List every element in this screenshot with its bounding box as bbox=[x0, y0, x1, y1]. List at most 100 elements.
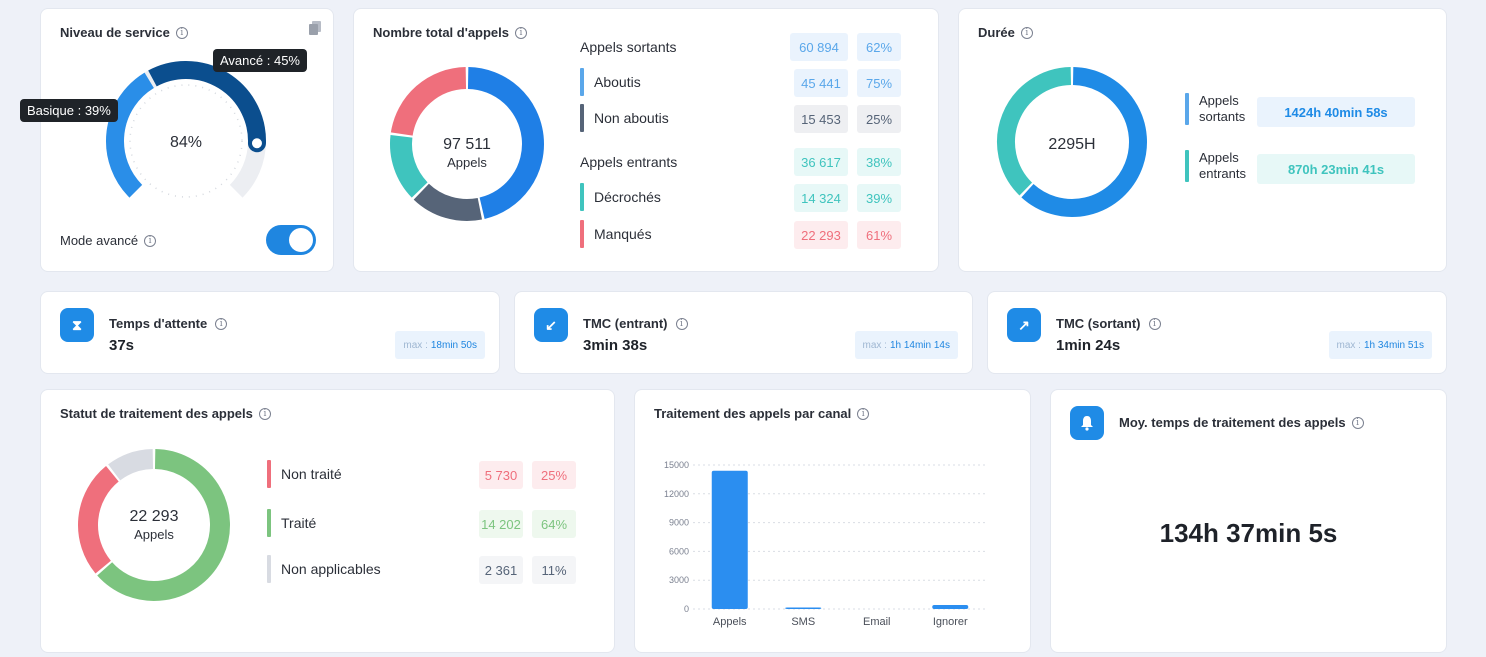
x-tick-label: Ignorer bbox=[933, 616, 968, 628]
entrants-pct: 38% bbox=[857, 148, 901, 176]
service-level-card: Niveau de service i 84% Basique : 39% Av… bbox=[20, 8, 334, 272]
manques-pct: 61% bbox=[857, 221, 901, 249]
legend-duree-sortants: Appels sortants bbox=[1185, 93, 1245, 125]
hourglass-icon: ⧗ bbox=[60, 308, 94, 342]
info-icon[interactable]: i bbox=[175, 26, 188, 39]
total-calls-card: Nombre total d'appels i 97 511 Appels Ap… bbox=[353, 8, 939, 272]
info-icon[interactable]: i bbox=[258, 407, 271, 420]
info-icon[interactable]: i bbox=[1020, 26, 1033, 39]
y-tick-label: 0 bbox=[684, 604, 689, 614]
info-icon[interactable]: i bbox=[144, 234, 157, 247]
duree-title-row: Durée i bbox=[978, 25, 1033, 40]
entrants-value: 36 617 bbox=[794, 148, 848, 176]
y-tick-label: 3000 bbox=[669, 575, 689, 585]
traite-value: 14 202 bbox=[479, 510, 523, 538]
info-icon[interactable]: i bbox=[857, 407, 870, 420]
legend-label: Appels entrants bbox=[1199, 150, 1246, 182]
sortants-header: Appels sortants bbox=[580, 39, 677, 55]
mode-avance-toggle[interactable] bbox=[266, 225, 316, 255]
legend-non-applicables: Non applicables bbox=[267, 555, 381, 583]
legend-non-aboutis: Non aboutis bbox=[580, 104, 669, 132]
manques-value: 22 293 bbox=[794, 221, 848, 249]
info-icon[interactable]: i bbox=[1351, 416, 1364, 429]
sortants-pct: 62% bbox=[857, 33, 901, 61]
canal-bar-chart: 0 3000 6000 9000 12000 15000 Appels SMS Email Ign… bbox=[664, 460, 987, 628]
aboutis-pct: 75% bbox=[857, 69, 901, 97]
legend-label-line: Appels bbox=[1199, 93, 1239, 108]
canal-title: Traitement des appels par canal bbox=[654, 406, 852, 421]
gauge-basique-arc bbox=[106, 72, 155, 198]
legend-swatch bbox=[580, 68, 584, 96]
legend-swatch bbox=[580, 104, 584, 132]
legend-label: Aboutis bbox=[594, 74, 641, 90]
kpi-value: 1min 24s bbox=[1056, 337, 1121, 354]
entrants-header: Appels entrants bbox=[580, 154, 677, 170]
legend-label: Non traité bbox=[281, 466, 342, 482]
y-tick-label: 6000 bbox=[669, 546, 689, 556]
arrow-up-right-icon: ↗ bbox=[1007, 308, 1041, 342]
duree-center-value: 2295H bbox=[1048, 136, 1095, 153]
legend-swatch bbox=[580, 220, 584, 248]
kpi-max-badge: max : 1h 14min 14s bbox=[854, 331, 958, 359]
non-traite-pct: 25% bbox=[532, 461, 576, 489]
duree-sortants-value: 1424h 40min 58s bbox=[1257, 97, 1415, 127]
legend-swatch bbox=[267, 460, 271, 488]
info-icon[interactable]: i bbox=[515, 26, 527, 39]
status-center-value: 22 293 bbox=[130, 508, 179, 525]
donut-segment-decroches[interactable] bbox=[390, 135, 428, 198]
total-calls-center-value: 97 511 bbox=[443, 136, 491, 153]
traite-pct: 64% bbox=[532, 510, 576, 538]
info-icon[interactable]: i bbox=[675, 317, 688, 330]
x-tick-label: SMS bbox=[791, 616, 815, 628]
non-applicables-pct: 11% bbox=[532, 556, 576, 584]
info-icon[interactable]: i bbox=[1148, 317, 1161, 330]
donut-segment-entrants[interactable] bbox=[997, 67, 1072, 196]
gauge-handle[interactable] bbox=[247, 134, 266, 153]
legend-decroches: Décrochés bbox=[580, 183, 661, 211]
donut-segment-sortants[interactable] bbox=[1021, 67, 1147, 217]
bar-ignorer[interactable] bbox=[932, 604, 969, 609]
kpi-max-value: 1h 14min 14s bbox=[889, 339, 950, 351]
donut-segment-non-traite[interactable] bbox=[78, 466, 119, 574]
donut-segment-traite[interactable] bbox=[97, 449, 230, 601]
total-calls-title: Nombre total d'appels bbox=[373, 25, 509, 40]
legend-label-line: entrants bbox=[1199, 166, 1246, 181]
duree-entrants-value: 870h 23min 41s bbox=[1257, 154, 1415, 184]
avg-time-card: Moy. temps de traitement des appels i 13… bbox=[1050, 389, 1447, 653]
info-icon[interactable]: i bbox=[215, 317, 228, 330]
decroches-pct: 39% bbox=[857, 184, 901, 212]
donut-segment-non-aboutis[interactable] bbox=[413, 183, 482, 221]
legend-label: Non applicables bbox=[281, 561, 381, 577]
y-tick-label: 15000 bbox=[664, 460, 689, 470]
mode-avance-row: Mode avancé i bbox=[60, 233, 157, 248]
legend-label: Appels sortants bbox=[1199, 93, 1245, 125]
kpi-value: 37s bbox=[109, 337, 135, 354]
kpi-max-label: max : bbox=[403, 339, 428, 351]
legend-label-line: Appels bbox=[1199, 150, 1239, 165]
legend-label-line: sortants bbox=[1199, 109, 1246, 124]
bar-appels[interactable] bbox=[711, 470, 748, 609]
legend-aboutis: Aboutis bbox=[580, 68, 641, 96]
kpi-title-row: TMC (entrant) i bbox=[583, 316, 688, 331]
kpi-max-badge: max : 1h 34min 51s bbox=[1328, 331, 1432, 359]
donut-segment-aboutis[interactable] bbox=[467, 67, 544, 219]
copy-icon[interactable] bbox=[309, 21, 321, 35]
bar-sms[interactable] bbox=[785, 607, 822, 609]
kpi-card-tmc-entrant: ↙ TMC (entrant) i 3min 38s max : 1h 14mi… bbox=[514, 291, 973, 374]
non-aboutis-pct: 25% bbox=[857, 105, 901, 133]
y-tick-label: 12000 bbox=[664, 489, 689, 499]
total-calls-title-row: Nombre total d'appels i bbox=[373, 25, 527, 40]
entrants-label: Appels entrants bbox=[580, 154, 678, 170]
legend-swatch bbox=[267, 509, 271, 537]
donut-segment-manques[interactable] bbox=[390, 67, 467, 137]
gauge-avance-arc bbox=[148, 61, 266, 144]
non-aboutis-value: 15 453 bbox=[794, 105, 848, 133]
kpi-title: TMC (sortant) bbox=[1056, 316, 1141, 331]
duree-donut: 2295H bbox=[997, 67, 1147, 217]
service-level-gauge: 84% bbox=[106, 61, 266, 198]
tooltip-basique: Basique : 39% bbox=[20, 99, 118, 122]
avg-time-title: Moy. temps de traitement des appels bbox=[1119, 415, 1346, 430]
legend-label: Non aboutis bbox=[594, 110, 669, 126]
legend-label: Décrochés bbox=[594, 189, 661, 205]
donut-segment-non-applicables[interactable] bbox=[108, 449, 154, 481]
